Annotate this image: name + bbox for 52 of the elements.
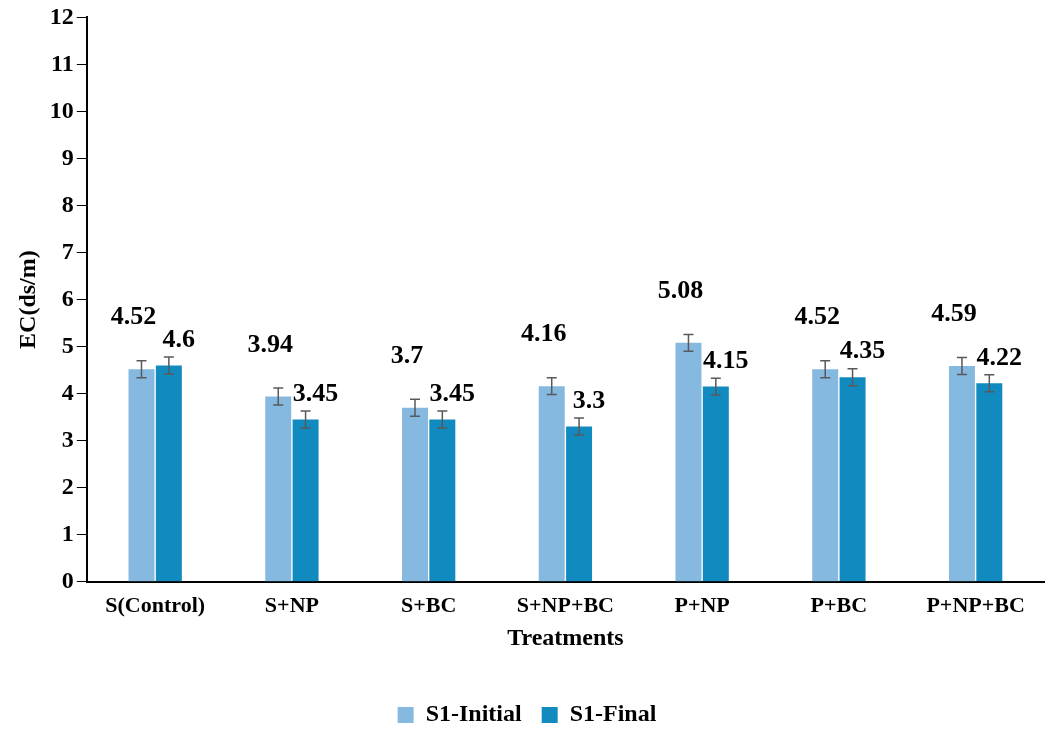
x-tick-label: S+BC bbox=[400, 591, 457, 617]
x-tick-label: P+BC bbox=[810, 591, 868, 617]
bar bbox=[128, 369, 155, 582]
data-label: 4.52 bbox=[794, 301, 840, 331]
y-tick-label: 7 bbox=[61, 237, 74, 264]
bar bbox=[566, 426, 593, 582]
bar bbox=[292, 419, 319, 582]
x-tick-label: S+NP+BC bbox=[516, 591, 614, 617]
legend-label: S1-Initial bbox=[425, 700, 522, 727]
y-tick-label: 8 bbox=[61, 190, 74, 217]
bar bbox=[812, 369, 839, 582]
data-label: 4.22 bbox=[976, 341, 1023, 371]
data-label: 4.59 bbox=[931, 298, 977, 328]
data-label: 4.52 bbox=[110, 301, 157, 331]
bar bbox=[702, 386, 729, 582]
data-label: 3.45 bbox=[292, 377, 339, 407]
data-label: 4.16 bbox=[520, 318, 567, 348]
x-tick-label: S+NP bbox=[264, 591, 319, 617]
data-label: 3.3 bbox=[572, 384, 606, 414]
y-tick-label: 12 bbox=[49, 2, 74, 29]
bar bbox=[401, 407, 428, 582]
data-label: 4.6 bbox=[162, 323, 196, 353]
y-tick-label: 1 bbox=[61, 519, 74, 546]
x-tick-label: S(Control) bbox=[105, 591, 206, 617]
x-tick-label: P+NP bbox=[674, 591, 730, 617]
data-label: 3.7 bbox=[390, 340, 424, 370]
y-axis-title: EC(ds/m) bbox=[13, 250, 40, 349]
bar bbox=[675, 342, 702, 582]
bar bbox=[538, 386, 565, 582]
y-tick-label: 10 bbox=[49, 96, 74, 123]
y-tick-label: 3 bbox=[61, 425, 74, 452]
data-label: 3.45 bbox=[429, 377, 476, 407]
x-axis-title: Treatments bbox=[507, 623, 624, 650]
bar bbox=[976, 383, 1003, 582]
y-tick-label: 5 bbox=[61, 331, 74, 358]
y-tick-label: 11 bbox=[51, 49, 74, 76]
y-tick-label: 2 bbox=[61, 472, 74, 499]
y-tick-label: 6 bbox=[61, 284, 74, 311]
y-tick-label: 0 bbox=[61, 567, 74, 593]
bar bbox=[429, 419, 456, 582]
bar bbox=[948, 365, 975, 582]
x-tick-label: P+NP+BC bbox=[926, 591, 1025, 617]
bar bbox=[155, 365, 182, 582]
data-label: 5.08 bbox=[657, 275, 704, 305]
data-label: 4.15 bbox=[703, 344, 749, 374]
legend-label: S1-Final bbox=[569, 700, 657, 727]
bar bbox=[265, 396, 292, 582]
y-tick-label: 9 bbox=[61, 143, 74, 170]
data-label: 4.35 bbox=[839, 335, 886, 365]
data-label: 3.94 bbox=[247, 328, 293, 358]
bar bbox=[839, 377, 866, 582]
y-tick-label: 4 bbox=[61, 378, 74, 405]
